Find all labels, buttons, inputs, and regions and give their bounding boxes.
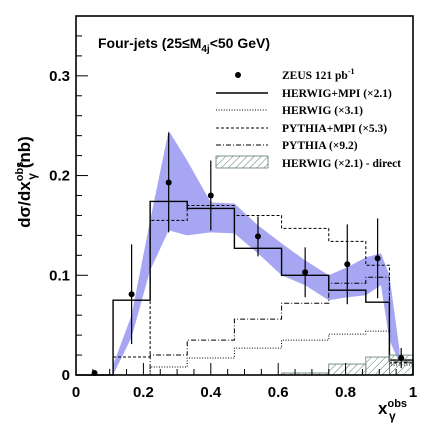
- legend-marker-data: [235, 72, 241, 78]
- x-tick-label: 0.4: [200, 384, 222, 401]
- legend-label-pythia-mpi: PYTHIA+MPI (×5.3): [282, 123, 387, 135]
- hist-line-series-3: [76, 276, 414, 376]
- data-point: [254, 233, 261, 240]
- data-point: [302, 269, 309, 276]
- x-tick-label: 1: [409, 384, 417, 401]
- hist-bar-herwig-direct: [328, 363, 367, 376]
- plot-frame: [75, 15, 414, 376]
- x-tick-label: 0.8: [335, 384, 356, 401]
- data-point: [398, 355, 405, 362]
- y-axis-label: dσ/dxobsγ (nb): [14, 136, 39, 228]
- legend-label-herwig: HERWIG (×3.1): [282, 105, 363, 117]
- x-tick-label: 0.6: [268, 384, 289, 401]
- y-tick-label: 0.3: [49, 68, 70, 85]
- legend-swatch-herwig-direct: [215, 155, 269, 169]
- legend-label-herwig-direct: HERWIG (×2.1) - direct: [282, 158, 401, 170]
- legend-label-pythia: PYTHIA (×9.2): [282, 140, 358, 152]
- data-point: [344, 261, 351, 268]
- data-point: [207, 192, 214, 199]
- data-point: [165, 179, 172, 186]
- x-axis-label: xobs γ: [378, 398, 407, 423]
- band-area: [113, 130, 400, 375]
- legend-label-data: ZEUS 121 pb-1: [282, 67, 355, 82]
- data-point: [374, 255, 381, 262]
- mc-uncertainty-band: [113, 130, 400, 375]
- x-tick-label: 0: [72, 384, 80, 401]
- y-tick-label: 0.2: [49, 168, 70, 185]
- legend-label-herwig-mpi: HERWIG+MPI (×2.1): [282, 88, 392, 100]
- y-tick-label: 0: [62, 367, 70, 384]
- legend: ZEUS 121 pb-1 HERWIG+MPI (×2.1) HERWIG (…: [215, 67, 401, 170]
- chart-title: Four-jets (25≤M4j<50 GeV): [98, 35, 270, 55]
- x-tick-label: 0.2: [133, 384, 154, 401]
- hist-line-series-0: [76, 200, 414, 376]
- y-tick-label: 0.1: [49, 267, 70, 284]
- data-point: [128, 291, 135, 298]
- hist-bar-herwig-direct: [365, 356, 390, 376]
- axis-ticks: 0 0.2 0.4 0.6 0.8 1 0 0.1 0.2 0.3: [49, 15, 417, 401]
